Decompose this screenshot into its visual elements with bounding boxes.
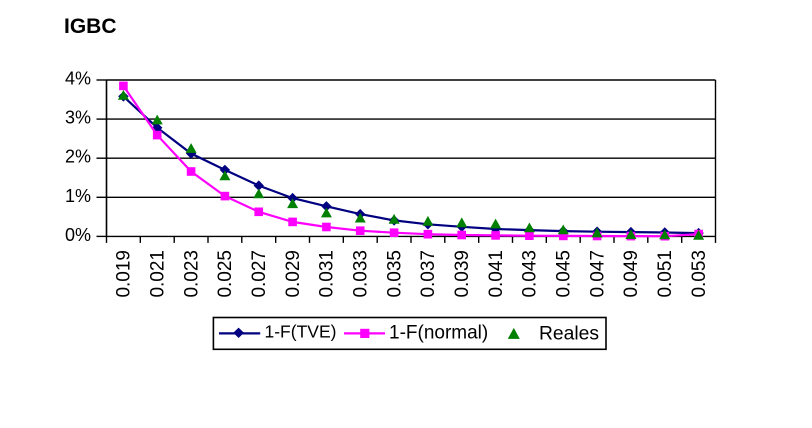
svg-text:0.041: 0.041	[486, 250, 507, 298]
svg-text:0.051: 0.051	[655, 250, 676, 298]
svg-text:0.045: 0.045	[554, 250, 575, 298]
svg-text:IGBC: IGBC	[64, 15, 117, 38]
svg-text:0.023: 0.023	[181, 250, 202, 298]
svg-text:0.047: 0.047	[587, 250, 608, 298]
svg-text:Reales: Reales	[539, 324, 599, 345]
svg-text:2%: 2%	[65, 147, 91, 167]
svg-text:1-F(TVE): 1-F(TVE)	[265, 321, 337, 341]
svg-text:0.043: 0.043	[520, 250, 541, 298]
svg-text:0.025: 0.025	[215, 250, 236, 298]
svg-text:4%: 4%	[65, 69, 91, 89]
svg-text:0.019: 0.019	[114, 250, 135, 298]
svg-text:0.049: 0.049	[621, 250, 642, 298]
svg-text:0.035: 0.035	[384, 250, 405, 298]
svg-text:0.039: 0.039	[452, 250, 473, 298]
svg-text:1%: 1%	[65, 186, 91, 206]
svg-text:1-F(normal): 1-F(normal)	[389, 322, 488, 343]
svg-text:0.027: 0.027	[249, 250, 270, 298]
svg-text:0%: 0%	[65, 225, 91, 245]
svg-text:0.037: 0.037	[418, 250, 439, 298]
svg-text:0.053: 0.053	[689, 250, 710, 298]
svg-text:0.033: 0.033	[350, 250, 371, 298]
svg-text:0.029: 0.029	[283, 250, 304, 298]
svg-text:0.031: 0.031	[317, 250, 338, 298]
svg-text:3%: 3%	[65, 108, 91, 128]
svg-text:0.021: 0.021	[147, 250, 168, 298]
